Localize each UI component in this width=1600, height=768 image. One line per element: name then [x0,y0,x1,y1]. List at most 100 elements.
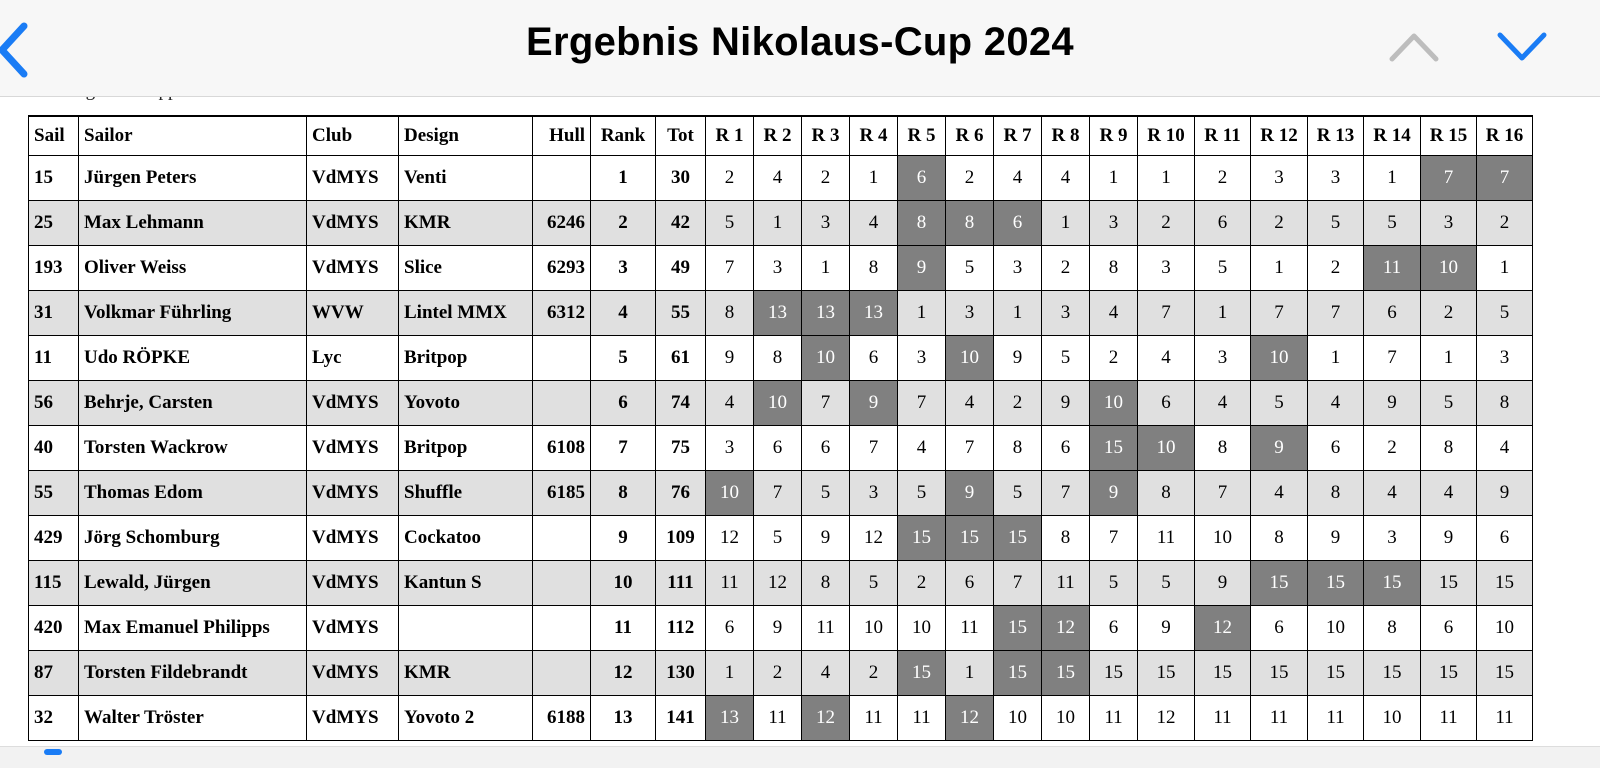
race-score: 3 [1137,245,1195,291]
total-cell: 75 [655,425,706,471]
column-header[interactable]: Sailor [78,115,307,156]
table-row: 429 Jörg Schomburg VdMYS Cockatoo 9 109 12 5 9 12… [28,515,1533,561]
column-header[interactable]: R 11 [1194,115,1251,156]
discarded-race-score: 15 [1041,650,1090,696]
sailor-cell: Torsten Fildebrandt [78,650,307,696]
race-score: 9 [993,335,1042,381]
sailor-cell: Jörg Schomburg [78,515,307,561]
rank-cell: 13 [590,695,656,741]
club-cell: VdMYS [306,560,399,606]
club-cell: VdMYS [306,380,399,426]
next-button[interactable] [1496,30,1548,69]
discarded-race-score: 15 [1089,425,1138,471]
table-row: 56 Behrje, Carsten VdMYS Yovoto 6 74 4 10 7 9 7 4 2 9… [28,380,1533,426]
discarded-race-score: 15 [993,515,1042,561]
discarded-race-score: 13 [705,695,754,741]
rank-cell: 3 [590,245,656,291]
race-score: 8 [1363,605,1421,651]
column-header[interactable]: R 8 [1041,115,1090,156]
column-header[interactable]: Tot [655,115,706,156]
total-cell: 130 [655,650,706,696]
race-score: 9 [1194,560,1251,606]
race-score: 3 [1420,200,1477,246]
table-row: 11 Udo RÖPKE Lyc Britpop 5 61 9 8 10 6 3 10 9 5 2 4 3 10 1… [28,335,1533,381]
race-score: 8 [1476,380,1533,426]
table-row: 15 Jürgen Peters VdMYS Venti 1 30 2 4 2 1 6 2 4 4 1 1 2 3… [28,155,1533,201]
race-score: 1 [1250,245,1308,291]
race-score: 4 [993,155,1042,201]
hull-cell: 6188 [532,695,591,741]
race-score: 15 [1420,560,1477,606]
column-header[interactable]: Design [398,115,533,156]
race-score: 10 [1476,605,1533,651]
column-header[interactable]: R 7 [993,115,1042,156]
column-header[interactable]: R 1 [705,115,754,156]
race-score: 15 [1194,650,1251,696]
table-row: 420 Max Emanuel Philipps VdMYS 11 112 6 9 11 10 1… [28,605,1533,651]
race-score: 1 [849,155,898,201]
discarded-race-score: 9 [897,245,946,291]
race-score: 6 [753,425,802,471]
race-score: 11 [801,605,850,651]
race-score: 15 [1089,650,1138,696]
race-score: 11 [897,695,946,741]
column-header[interactable]: R 14 [1363,115,1421,156]
club-cell: VdMYS [306,695,399,741]
sailor-cell: Lewald, Jürgen [78,560,307,606]
column-header[interactable]: R 9 [1089,115,1138,156]
race-score: 2 [1194,155,1251,201]
sail-cell: 87 [28,650,79,696]
race-score: 5 [897,470,946,516]
rank-cell: 4 [590,290,656,336]
column-header[interactable]: R 4 [849,115,898,156]
column-header[interactable]: R 15 [1420,115,1477,156]
race-score: 5 [993,470,1042,516]
discarded-race-score: 15 [993,650,1042,696]
total-cell: 61 [655,335,706,381]
race-score: 8 [849,245,898,291]
race-score: 6 [1420,605,1477,651]
column-header[interactable]: R 16 [1476,115,1533,156]
column-header[interactable]: R 6 [945,115,994,156]
column-header[interactable]: R 10 [1137,115,1195,156]
race-score: 1 [897,290,946,336]
race-score: 6 [1363,290,1421,336]
hull-cell: 6312 [532,290,591,336]
discarded-race-score: 9 [1250,425,1308,471]
previous-button[interactable] [1388,30,1440,69]
race-score: 4 [753,155,802,201]
hull-cell: 6108 [532,425,591,471]
race-score: 11 [1420,695,1477,741]
table-row: 25 Max Lehmann VdMYS KMR 6246 2 42 5 1 3 4 8 8 6 1 3 2 6 2… [28,200,1533,246]
column-header[interactable]: Club [306,115,399,156]
discarded-race-score: 13 [801,290,850,336]
column-header[interactable]: R 13 [1307,115,1364,156]
race-score: 4 [1363,470,1421,516]
design-cell: Slice [398,245,533,291]
race-score: 1 [1137,155,1195,201]
race-score: 7 [945,425,994,471]
design-cell: KMR [398,650,533,696]
column-header[interactable]: R 5 [897,115,946,156]
column-header[interactable]: Rank [590,115,656,156]
race-score: 11 [1089,695,1138,741]
race-score: 2 [993,380,1042,426]
race-score: 8 [1420,425,1477,471]
column-header[interactable]: Sail [28,115,79,156]
column-header[interactable]: R 3 [801,115,850,156]
column-header[interactable]: Hull [532,115,591,156]
back-button[interactable] [0,22,34,83]
race-score: 3 [1194,335,1251,381]
race-score: 6 [1194,200,1251,246]
race-score: 2 [1307,245,1364,291]
column-header[interactable]: R 12 [1250,115,1308,156]
race-score: 3 [705,425,754,471]
race-score: 7 [849,425,898,471]
race-score: 5 [1194,245,1251,291]
hull-cell [532,650,591,696]
sailor-cell: Thomas Edom [78,470,307,516]
race-score: 1 [705,650,754,696]
race-score: 7 [1307,290,1364,336]
column-header[interactable]: R 2 [753,115,802,156]
race-score: 7 [993,560,1042,606]
